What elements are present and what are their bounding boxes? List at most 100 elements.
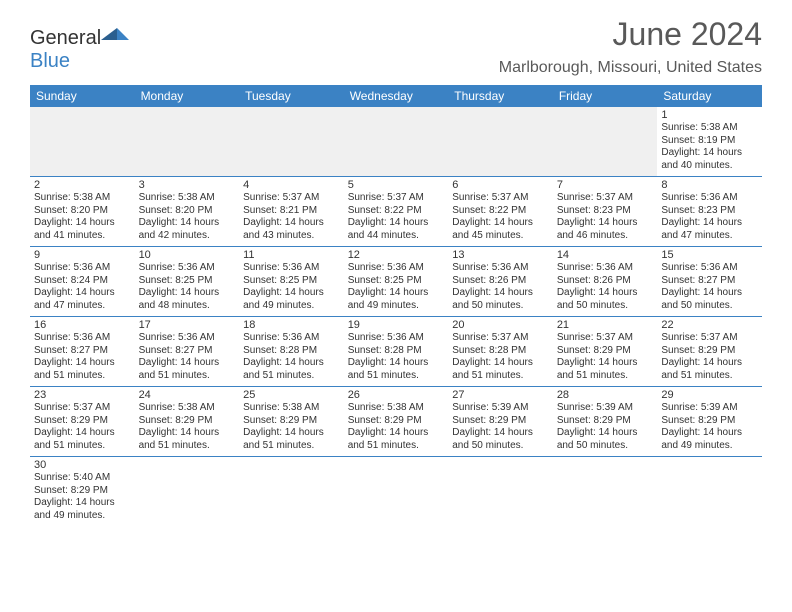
sunrise-line: Sunrise: 5:36 AM <box>661 192 758 205</box>
sunrise-line: Sunrise: 5:37 AM <box>243 192 340 205</box>
day-number: 9 <box>34 249 131 261</box>
daylight-line: Daylight: 14 hours and 46 minutes. <box>557 217 654 242</box>
daylight-line: Daylight: 14 hours and 51 minutes. <box>34 357 131 382</box>
daylight-line: Daylight: 14 hours and 51 minutes. <box>557 357 654 382</box>
day-number: 5 <box>348 179 445 191</box>
sunset-line: Sunset: 8:29 PM <box>34 415 131 428</box>
day-header: Saturday <box>657 85 762 107</box>
day-number: 11 <box>243 249 340 261</box>
calendar-day: 17Sunrise: 5:36 AMSunset: 8:27 PMDayligh… <box>135 317 240 387</box>
sunset-line: Sunset: 8:23 PM <box>661 205 758 218</box>
daylight-line: Daylight: 14 hours and 49 minutes. <box>348 287 445 312</box>
sunset-line: Sunset: 8:29 PM <box>557 415 654 428</box>
daylight-line: Daylight: 14 hours and 51 minutes. <box>139 427 236 452</box>
calendar-day: 11Sunrise: 5:36 AMSunset: 8:25 PMDayligh… <box>239 247 344 317</box>
sunrise-line: Sunrise: 5:38 AM <box>348 402 445 415</box>
sunrise-line: Sunrise: 5:39 AM <box>661 402 758 415</box>
sunrise-line: Sunrise: 5:36 AM <box>243 332 340 345</box>
calendar-blank <box>135 107 240 177</box>
calendar-day: 27Sunrise: 5:39 AMSunset: 8:29 PMDayligh… <box>448 387 553 457</box>
calendar-day: 28Sunrise: 5:39 AMSunset: 8:29 PMDayligh… <box>553 387 658 457</box>
flag-icon <box>101 26 129 44</box>
calendar-week: 16Sunrise: 5:36 AMSunset: 8:27 PMDayligh… <box>30 317 762 387</box>
calendar-week: 1Sunrise: 5:38 AMSunset: 8:19 PMDaylight… <box>30 107 762 177</box>
sunrise-line: Sunrise: 5:36 AM <box>348 332 445 345</box>
sunrise-line: Sunrise: 5:36 AM <box>34 262 131 275</box>
sunset-line: Sunset: 8:29 PM <box>243 415 340 428</box>
day-number: 4 <box>243 179 340 191</box>
calendar-day: 16Sunrise: 5:36 AMSunset: 8:27 PMDayligh… <box>30 317 135 387</box>
calendar-blank <box>448 457 553 527</box>
daylight-line: Daylight: 14 hours and 47 minutes. <box>661 217 758 242</box>
calendar-blank <box>239 457 344 527</box>
calendar-day: 15Sunrise: 5:36 AMSunset: 8:27 PMDayligh… <box>657 247 762 317</box>
daylight-line: Daylight: 14 hours and 50 minutes. <box>557 287 654 312</box>
sunset-line: Sunset: 8:23 PM <box>557 205 654 218</box>
calendar-day: 6Sunrise: 5:37 AMSunset: 8:22 PMDaylight… <box>448 177 553 247</box>
sunset-line: Sunset: 8:26 PM <box>452 275 549 288</box>
sunset-line: Sunset: 8:29 PM <box>557 345 654 358</box>
day-number: 1 <box>661 109 758 121</box>
calendar-day: 22Sunrise: 5:37 AMSunset: 8:29 PMDayligh… <box>657 317 762 387</box>
calendar-table: SundayMondayTuesdayWednesdayThursdayFrid… <box>30 85 762 526</box>
logo: GeneralBlue <box>30 26 129 73</box>
month-title: June 2024 <box>499 16 762 53</box>
header: GeneralBlue June 2024 Marlborough, Misso… <box>30 16 762 77</box>
day-number: 18 <box>243 319 340 331</box>
day-number: 6 <box>452 179 549 191</box>
sunset-line: Sunset: 8:27 PM <box>661 275 758 288</box>
daylight-line: Daylight: 14 hours and 42 minutes. <box>139 217 236 242</box>
day-number: 27 <box>452 389 549 401</box>
day-number: 15 <box>661 249 758 261</box>
daylight-line: Daylight: 14 hours and 51 minutes. <box>452 357 549 382</box>
day-number: 23 <box>34 389 131 401</box>
daylight-line: Daylight: 14 hours and 49 minutes. <box>34 497 131 522</box>
daylight-line: Daylight: 14 hours and 51 minutes. <box>34 427 131 452</box>
calendar-day: 2Sunrise: 5:38 AMSunset: 8:20 PMDaylight… <box>30 177 135 247</box>
sunrise-line: Sunrise: 5:36 AM <box>243 262 340 275</box>
sunset-line: Sunset: 8:29 PM <box>661 345 758 358</box>
daylight-line: Daylight: 14 hours and 45 minutes. <box>452 217 549 242</box>
day-number: 3 <box>139 179 236 191</box>
calendar-blank <box>30 107 135 177</box>
day-number: 28 <box>557 389 654 401</box>
sunset-line: Sunset: 8:26 PM <box>557 275 654 288</box>
calendar-blank <box>553 457 658 527</box>
sunrise-line: Sunrise: 5:37 AM <box>452 192 549 205</box>
calendar-day: 3Sunrise: 5:38 AMSunset: 8:20 PMDaylight… <box>135 177 240 247</box>
sunset-line: Sunset: 8:25 PM <box>348 275 445 288</box>
calendar-day: 1Sunrise: 5:38 AMSunset: 8:19 PMDaylight… <box>657 107 762 177</box>
daylight-line: Daylight: 14 hours and 48 minutes. <box>139 287 236 312</box>
sunset-line: Sunset: 8:19 PM <box>661 135 758 148</box>
day-number: 17 <box>139 319 236 331</box>
calendar-week: 23Sunrise: 5:37 AMSunset: 8:29 PMDayligh… <box>30 387 762 457</box>
logo-text-1: General <box>30 27 101 49</box>
calendar-day: 25Sunrise: 5:38 AMSunset: 8:29 PMDayligh… <box>239 387 344 457</box>
calendar-day: 7Sunrise: 5:37 AMSunset: 8:23 PMDaylight… <box>553 177 658 247</box>
location: Marlborough, Missouri, United States <box>499 59 762 77</box>
sunset-line: Sunset: 8:20 PM <box>139 205 236 218</box>
calendar-blank <box>135 457 240 527</box>
sunrise-line: Sunrise: 5:40 AM <box>34 472 131 485</box>
daylight-line: Daylight: 14 hours and 49 minutes. <box>243 287 340 312</box>
sunrise-line: Sunrise: 5:37 AM <box>348 192 445 205</box>
calendar-day: 20Sunrise: 5:37 AMSunset: 8:28 PMDayligh… <box>448 317 553 387</box>
day-number: 7 <box>557 179 654 191</box>
day-number: 21 <box>557 319 654 331</box>
calendar-day: 19Sunrise: 5:36 AMSunset: 8:28 PMDayligh… <box>344 317 449 387</box>
day-header: Thursday <box>448 85 553 107</box>
sunset-line: Sunset: 8:25 PM <box>139 275 236 288</box>
sunrise-line: Sunrise: 5:37 AM <box>557 332 654 345</box>
sunset-line: Sunset: 8:29 PM <box>661 415 758 428</box>
calendar-blank <box>553 107 658 177</box>
sunset-line: Sunset: 8:24 PM <box>34 275 131 288</box>
calendar-day: 29Sunrise: 5:39 AMSunset: 8:29 PMDayligh… <box>657 387 762 457</box>
sunrise-line: Sunrise: 5:37 AM <box>557 192 654 205</box>
sunset-line: Sunset: 8:22 PM <box>452 205 549 218</box>
daylight-line: Daylight: 14 hours and 51 minutes. <box>661 357 758 382</box>
daylight-line: Daylight: 14 hours and 49 minutes. <box>661 427 758 452</box>
sunrise-line: Sunrise: 5:38 AM <box>243 402 340 415</box>
calendar-day: 10Sunrise: 5:36 AMSunset: 8:25 PMDayligh… <box>135 247 240 317</box>
sunrise-line: Sunrise: 5:37 AM <box>452 332 549 345</box>
calendar-head: SundayMondayTuesdayWednesdayThursdayFrid… <box>30 85 762 107</box>
